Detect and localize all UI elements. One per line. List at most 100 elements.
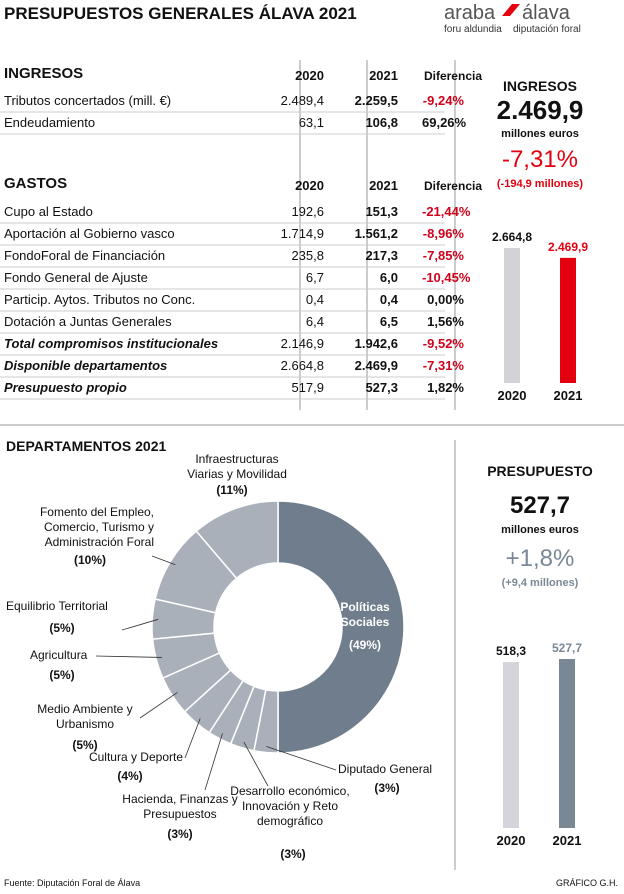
cell: 1.561,2 [354,226,398,241]
slice [195,500,279,580]
summary-change: -7,31% [501,146,579,173]
leader-line [95,655,162,658]
column-header: Diferencia [423,179,482,193]
slice-label: Equilibrio Territorial [6,599,108,613]
bar [560,257,576,383]
cell: 517,9 [291,380,324,395]
cell: 6,0 [379,270,398,285]
cell: 527,3 [365,380,398,395]
logo-es: álava [522,2,570,24]
cell: 106,8 [365,115,398,130]
cell: 0,4 [379,292,398,307]
summary-change-abs: (+9,4 millones) [501,577,579,589]
slice-label: Cultura y Deporte [88,750,183,764]
cell: 2.469,9 [354,358,398,373]
summary-change: +1,8% [505,545,575,572]
cell: 235,8 [291,248,324,263]
cell: 6,7 [305,270,324,285]
bar [559,659,575,828]
slice-value-label: (3%) [374,781,400,795]
row-label: Dotación a Juntas Generales [4,314,172,329]
column-header: 2021 [369,178,398,193]
x-tick-label: 2021 [553,388,583,403]
cell: 192,6 [291,204,324,219]
slice-label: Desarrollo económico, Innovación y Reto … [230,784,350,828]
row-label: Tributos concertados (mill. €) [4,93,172,108]
slice-label: Fomento del Empleo, Comercio, Turismo y … [39,505,154,549]
source: Fuente: Diputación Foral de Álava [4,878,141,888]
slice-label: Hacienda, Finanzas y Presupuestos [122,792,238,821]
leader-line [139,692,178,719]
summary-unit: millones euros [501,128,579,140]
row-label: Total compromisos institucionales [4,336,219,351]
leader-line [204,733,223,791]
logo-mark [502,4,520,16]
cell: -9,24% [422,93,464,108]
column-header: Diferencia [423,69,482,83]
row-label: Disponible departamentos [4,358,168,373]
row-label: FondoForal de Financiación [4,248,166,263]
cell: -8,96% [422,226,464,241]
section-title: DEPARTAMENTOS 2021 [6,438,167,454]
x-tick-label: 2021 [552,833,582,848]
slice-value-label: (4%) [117,769,143,783]
row-label: Endeudamiento [4,115,96,130]
cell: -9,52% [422,336,464,351]
row-label: Particip. Aytos. Tributos no Conc. [4,292,196,307]
slice-label: Agricultura [30,648,88,662]
slice-value-label: (3%) [167,827,193,841]
value-label: 527,7 [551,641,583,655]
cell: -7,85% [422,248,464,263]
cell: 63,1 [298,115,324,130]
leader-line [121,618,159,631]
summary-change-abs: (-194,9 millones) [496,178,584,190]
cell: 0,00% [427,292,464,307]
value-label: 518,3 [495,644,527,658]
cell: -10,45% [422,270,471,285]
slice-value-label: (5%) [49,621,75,635]
summary-unit: millones euros [501,524,579,536]
column-header: 2020 [295,68,324,83]
cell: 6,5 [379,314,398,329]
value-label: 2.664,8 [491,230,533,244]
logo-eu: araba [444,2,496,24]
cell: 217,3 [365,248,398,263]
leader-line [151,555,176,566]
cell: 2.489,4 [280,93,324,108]
logo-sub-es: diputación foral [513,24,581,35]
cell: 1,56% [427,314,464,329]
cell: 1.942,6 [354,336,398,351]
slice-value-label: (49%) [348,638,381,652]
summary-title: PRESUPUESTO [487,463,593,479]
slice-label: Medio Ambiente y Urbanismo [37,702,133,731]
cell: 1.714,9 [280,226,324,241]
slice-value-label: (10%) [73,553,106,567]
leader-line [184,718,201,759]
table-header: GASTOS [4,175,68,192]
column-header: 2021 [369,68,398,83]
row-label: Fondo General de Ajuste [4,270,148,285]
cell: 6,4 [305,314,324,329]
row-label: Aportación al Gobierno vasco [4,226,175,241]
leader-line [243,741,269,787]
summary-total: 2.469,9 [496,95,584,125]
slice-label: Diputado General [338,762,433,776]
slice-value-label: (3%) [280,847,306,861]
slice-label: Políticas Sociales [340,600,390,629]
row-label: Cupo al Estado [4,204,93,219]
slice-label: Infraestructuras Viarias y Movilidad [187,452,287,481]
slice-value-label: (5%) [72,738,98,752]
slice [277,500,405,754]
cell: 151,3 [365,204,398,219]
cell: -7,31% [422,358,464,373]
bar [504,248,520,383]
x-tick-label: 2020 [496,833,526,848]
cell: -21,44% [422,204,471,219]
bar [503,662,519,828]
cell: 0,4 [305,292,324,307]
cell: 2.259,5 [354,93,398,108]
cell: 1,82% [427,380,464,395]
leader-line [266,746,337,771]
